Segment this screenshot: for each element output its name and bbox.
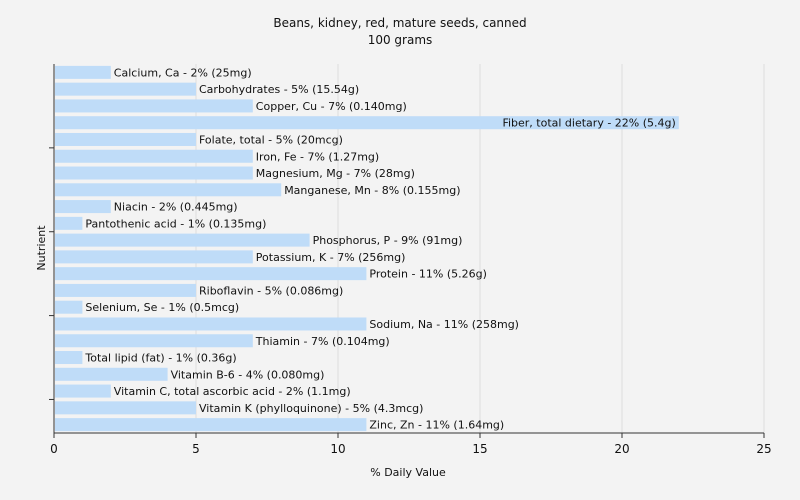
bar-0 xyxy=(55,65,111,79)
bar-label-18: Vitamin B-6 - 4% (0.080mg) xyxy=(171,368,325,381)
bar-label-16: Thiamin - 7% (0.104mg) xyxy=(255,335,390,348)
bar-label-15: Sodium, Na - 11% (258mg) xyxy=(369,318,519,331)
bar-4 xyxy=(55,132,196,146)
bar-label-4: Folate, total - 5% (20mcg) xyxy=(199,133,343,146)
axes xyxy=(49,64,765,438)
x-axis-title: % Daily Value xyxy=(370,466,446,479)
bar-label-9: Pantothenic acid - 1% (0.135mg) xyxy=(85,217,266,230)
y-axis-title: Nutrient xyxy=(35,225,48,271)
x-tick-label-1: 5 xyxy=(192,442,200,456)
bar-1 xyxy=(55,82,196,96)
bar-8 xyxy=(55,200,111,214)
bar-20 xyxy=(55,401,196,415)
bar-5 xyxy=(55,149,253,163)
bar-2 xyxy=(55,99,253,113)
bar-9 xyxy=(55,216,83,230)
bar-label-1: Carbohydrates - 5% (15.54g) xyxy=(199,83,359,96)
chart-title: Beans, kidney, red, mature seeds, canned xyxy=(273,16,526,30)
bar-21 xyxy=(55,418,367,432)
bar-19 xyxy=(55,384,111,398)
bar-label-3: Fiber, total dietary - 22% (5.4g) xyxy=(502,117,675,130)
bar-label-13: Riboflavin - 5% (0.086mg) xyxy=(199,284,343,297)
bar-label-8: Niacin - 2% (0.445mg) xyxy=(114,201,238,214)
bar-label-5: Iron, Fe - 7% (1.27mg) xyxy=(256,150,379,163)
bar-7 xyxy=(55,183,282,197)
bar-17 xyxy=(55,351,83,365)
bar-label-11: Potassium, K - 7% (256mg) xyxy=(256,251,406,264)
bar-15 xyxy=(55,317,367,331)
x-tick-label-4: 20 xyxy=(614,442,629,456)
bar-6 xyxy=(55,166,253,180)
bar-13 xyxy=(55,283,196,297)
bar-label-10: Phosphorus, P - 9% (91mg) xyxy=(313,234,463,247)
bar-label-14: Selenium, Se - 1% (0.5mcg) xyxy=(85,301,239,314)
bar-10 xyxy=(55,233,310,247)
bar-label-20: Vitamin K (phylloquinone) - 5% (4.3mcg) xyxy=(199,402,423,415)
bar-label-2: Copper, Cu - 7% (0.140mg) xyxy=(256,100,407,113)
bar-label-6: Magnesium, Mg - 7% (28mg) xyxy=(256,167,415,180)
bar-11 xyxy=(55,250,253,264)
bar-label-12: Protein - 11% (5.26g) xyxy=(369,268,487,281)
x-tick-labels: 0 5 10 15 20 25 xyxy=(50,442,771,456)
x-tick-label-3: 15 xyxy=(472,442,487,456)
bar-12 xyxy=(55,267,367,281)
bar-16 xyxy=(55,334,253,348)
bar-label-7: Manganese, Mn - 8% (0.155mg) xyxy=(284,184,460,197)
bar-3 xyxy=(55,116,679,130)
x-tick-label-2: 10 xyxy=(330,442,345,456)
x-tick-label-0: 0 xyxy=(50,442,58,456)
bar-18 xyxy=(55,367,168,381)
bar-label-19: Vitamin C, total ascorbic acid - 2% (1.1… xyxy=(114,385,351,398)
bar-label-21: Zinc, Zn - 11% (1.64mg) xyxy=(369,419,504,432)
bars: Calcium, Ca - 2% (25mg) Carbohydrates - 5… xyxy=(55,65,679,432)
x-tick-label-5: 25 xyxy=(756,442,771,456)
bar-label-17: Total lipid (fat) - 1% (0.36g) xyxy=(84,352,236,365)
chart-subtitle: 100 grams xyxy=(368,33,433,47)
bar-label-0: Calcium, Ca - 2% (25mg) xyxy=(114,66,252,79)
bar-14 xyxy=(55,300,83,314)
